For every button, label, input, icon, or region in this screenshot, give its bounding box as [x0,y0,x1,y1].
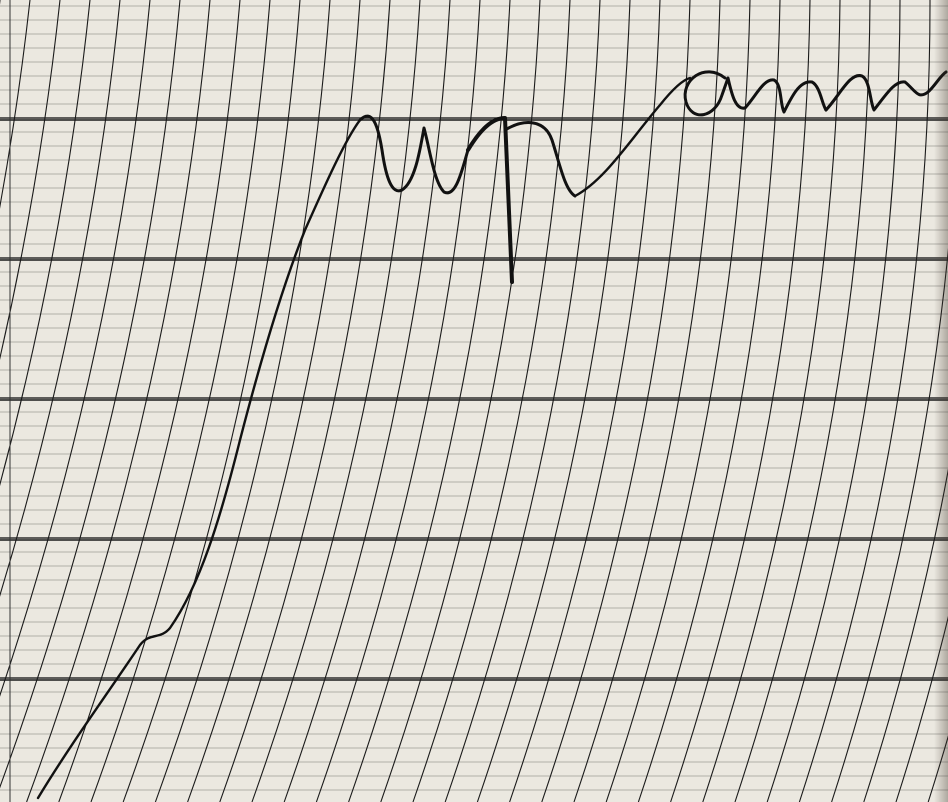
handwritten-script [36,70,948,800]
slant-line [509,0,661,802]
slant-line [541,0,691,802]
slant-line [0,0,61,361]
letter-p-bowl [503,121,577,198]
slant-line [798,0,931,802]
slant-line [187,0,361,802]
letter-p [466,116,514,284]
slant-line [0,0,91,487]
slant-line [283,0,451,802]
letter-a [683,70,747,117]
slant-line [444,0,601,802]
slant-line [154,0,331,802]
horizontal-guide-lines [0,5,948,791]
connector-stroke [573,76,692,198]
slant-line [0,0,151,697]
slant-line [26,0,211,802]
page-edge-shadow [934,0,948,802]
slant-line [348,0,511,802]
slant-line [0,0,121,597]
slant-line [605,0,751,802]
slant-line [766,0,901,802]
slant-line [863,468,948,802]
slant-line [702,0,841,802]
slant-line [122,0,301,802]
slant-line [670,0,811,802]
letter-n [743,78,828,114]
slant-line [219,0,391,802]
slant-line [573,0,721,802]
letter-u [358,114,470,195]
slant-line [58,0,241,802]
slant-line [734,0,871,802]
letter-n-second [824,70,948,112]
slant-line [637,0,781,802]
slant-line [412,0,571,802]
slant-line [831,247,948,802]
slant-line [90,0,271,802]
slant-line [895,615,948,802]
slant-line [380,0,541,802]
slant-line [476,0,631,802]
slant-line [0,0,181,789]
slant-line [315,0,481,802]
slant-line [251,0,421,802]
slant-line [0,0,31,209]
entry-stroke [36,118,362,800]
